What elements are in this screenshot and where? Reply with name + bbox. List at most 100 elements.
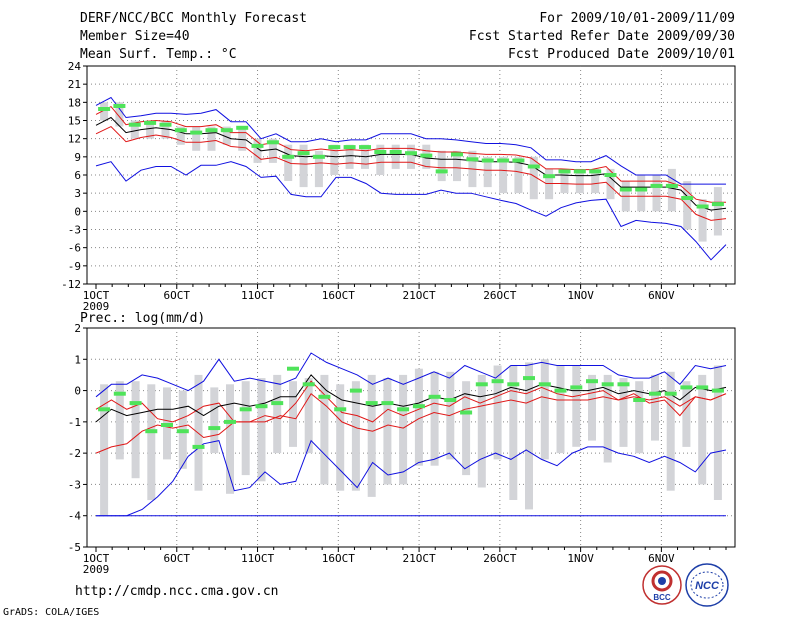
forecast-marker [374, 150, 387, 154]
forecast-marker [635, 187, 648, 192]
forecast-marker [466, 157, 479, 162]
forecast-marker [696, 385, 709, 390]
max-line [95, 352, 727, 398]
y-tick-label: 18 [68, 96, 81, 109]
y-tick-label: 12 [68, 133, 81, 146]
forecast-marker [128, 122, 141, 127]
fcst-produced-date: Fcst Produced Date 2009/10/01 [508, 47, 735, 62]
spread-box [545, 168, 554, 200]
forecast-marker [236, 125, 249, 130]
ncc-logo-text: NCC [695, 580, 720, 592]
forecast-marker [649, 391, 661, 396]
forecast-marker [145, 429, 158, 434]
forecast-marker [113, 391, 126, 396]
mean-line [95, 374, 727, 423]
spread-box [399, 374, 408, 485]
spread-box [376, 144, 385, 175]
forecast-marker [573, 169, 586, 174]
forecast-marker [98, 407, 111, 412]
min-line [96, 439, 727, 517]
spread-box [713, 187, 722, 236]
y-tick-label: 0 [74, 205, 81, 218]
grads-credit: GrADS: COLA/IGES [3, 607, 100, 618]
spread-box [698, 374, 707, 485]
spread-box [192, 126, 201, 151]
spread-box [509, 365, 518, 500]
forecast-period: For 2009/10/01-2009/11/09 [539, 11, 735, 26]
spread-box [176, 126, 185, 145]
x-year-label: 2009 [83, 300, 110, 313]
forecast-marker [512, 158, 525, 163]
x-tick-label: 26OCT [483, 552, 516, 565]
x-tick-label: 6NOV [648, 289, 675, 302]
forecast-marker [523, 376, 535, 381]
forecast-marker [205, 128, 218, 133]
spread-box [430, 371, 439, 466]
forecast-marker [460, 410, 473, 415]
lower-line [95, 392, 727, 454]
forecast-marker [405, 151, 417, 156]
forecast-marker [381, 401, 394, 406]
max-line [95, 96, 726, 185]
spread-box [367, 374, 376, 497]
forecast-marker [312, 154, 325, 159]
spread-box [591, 168, 600, 194]
member-size-label: Member Size=40 [80, 29, 190, 44]
forecast-marker [586, 379, 598, 384]
forecast-marker [558, 169, 571, 174]
spread-box [667, 168, 676, 212]
forecast-marker [554, 388, 567, 393]
spread-box [499, 156, 508, 194]
forecast-marker [397, 407, 410, 412]
forecast-marker [475, 382, 488, 387]
spread-box [414, 368, 423, 466]
x-tick-label: 1NOV [567, 552, 594, 565]
lower-line [95, 125, 727, 221]
forecast-marker [481, 158, 494, 163]
forecast-marker [349, 388, 362, 393]
forecast-marker [297, 151, 310, 156]
forecast-marker [543, 174, 556, 179]
y-tick-label: 24 [68, 60, 82, 73]
y-tick-label: -9 [68, 260, 81, 273]
spread-box [351, 381, 360, 491]
forecast-marker [220, 128, 233, 133]
spread-box [299, 144, 308, 188]
forecast-marker [444, 398, 457, 402]
forecast-marker [681, 196, 694, 200]
forecast-marker [282, 154, 295, 159]
spread-box [637, 175, 646, 212]
spread-box [238, 126, 247, 151]
forecast-marker [343, 145, 356, 150]
y-tick-label: 6 [74, 169, 81, 182]
spread-box [289, 381, 297, 447]
x-tick-label: 16OCT [322, 552, 355, 565]
forecast-marker [601, 382, 614, 387]
spread-box [666, 371, 675, 491]
forecast-marker [451, 152, 463, 157]
spread-box [146, 120, 155, 139]
forecast-marker [570, 385, 583, 390]
forecast-marker [680, 385, 693, 390]
forecast-marker [617, 382, 630, 387]
x-tick-label: 1OCT [83, 552, 110, 565]
y-tick-label: -6 [68, 242, 81, 255]
forecast-marker [497, 158, 510, 163]
forecast-marker [255, 404, 268, 409]
spread-box [115, 102, 124, 127]
y-tick-label: 2 [74, 322, 81, 335]
x-tick-label: 16OCT [322, 289, 355, 302]
forecast-marker [412, 404, 425, 409]
y-tick-label: -1 [68, 416, 81, 429]
spread-box [698, 199, 707, 242]
spread-box [320, 374, 329, 485]
source-url[interactable]: http://cmdp.ncc.cma.gov.cn [75, 584, 279, 599]
y-tick-label: 15 [68, 115, 81, 128]
forecast-marker [428, 394, 441, 399]
x-tick-label: 11OCT [241, 289, 274, 302]
forecast-marker [224, 419, 236, 424]
forecast-marker [650, 183, 663, 188]
forecast-marker [129, 401, 142, 406]
y-tick-label: 0 [74, 385, 81, 398]
